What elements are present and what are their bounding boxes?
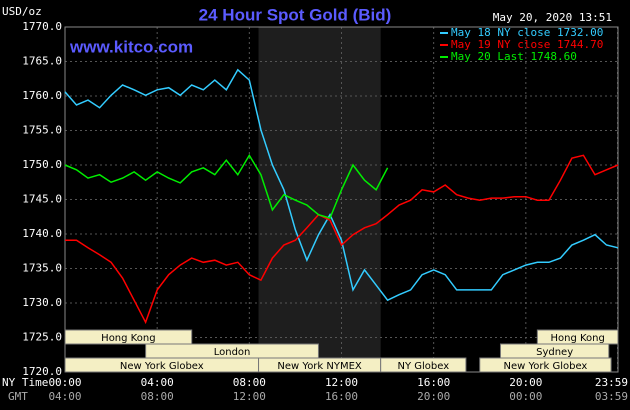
- x2-tick-label: 04:00: [48, 390, 81, 403]
- y-tick-label: 1725.0: [22, 331, 62, 344]
- x-tick-label: 23:59: [595, 376, 628, 389]
- session-box: [380, 357, 467, 373]
- x-tick-label: 20:00: [509, 376, 542, 389]
- y-axis-label: USD/oz: [2, 5, 42, 18]
- y-tick-label: 1750.0: [22, 158, 62, 171]
- session-label: London: [214, 347, 251, 358]
- legend-label: May 20 Last 1748.60: [451, 50, 577, 63]
- x-tick-label: 16:00: [417, 376, 450, 389]
- y-tick-label: 1745.0: [22, 193, 62, 206]
- x2-tick-label: 03:59: [595, 390, 628, 403]
- session-label: Hong Kong: [101, 333, 155, 344]
- x2-axis-label: GMT: [8, 390, 28, 403]
- x2-tick-label: 20:00: [417, 390, 450, 403]
- x2-tick-label: 16:00: [325, 390, 358, 403]
- x-tick-label: 04:00: [141, 376, 174, 389]
- session-label: New York Globex: [503, 361, 587, 372]
- chart-title: 24 Hour Spot Gold (Bid): [199, 5, 392, 24]
- x2-tick-label: 12:00: [233, 390, 266, 403]
- x2-tick-label: 00:00: [509, 390, 542, 403]
- series-line: [65, 154, 619, 325]
- series-line: [64, 68, 619, 302]
- timestamp: May 20, 2020 13:51: [493, 11, 612, 24]
- y-tick-label: 1730.0: [22, 296, 62, 309]
- session-label: Hong Kong: [550, 333, 604, 344]
- x-tick-label: 08:00: [233, 376, 266, 389]
- y-tick-label: 1735.0: [22, 262, 62, 275]
- y-tick-label: 1755.0: [22, 124, 62, 137]
- y-tick-label: 1740.0: [22, 227, 62, 240]
- legend-label: May 18 NY close 1732.00: [451, 26, 603, 39]
- y-tick-label: 1760.0: [22, 89, 62, 102]
- subtitle: www.kitco.com: [69, 37, 193, 56]
- x-tick-label: 12:00: [325, 376, 358, 389]
- session-box: [536, 329, 619, 345]
- y-tick-label: 1770.0: [22, 20, 62, 33]
- series-line: [64, 153, 389, 220]
- session-label: Sydney: [536, 347, 573, 358]
- x-tick-label: 00:00: [48, 376, 81, 389]
- y-tick-label: 1765.0: [22, 55, 62, 68]
- x-axis-label: NY Time: [2, 376, 48, 389]
- x2-tick-label: 08:00: [141, 390, 174, 403]
- session-label: New York Globex: [120, 361, 204, 372]
- session-label: NY Globex: [397, 361, 449, 372]
- session-label: New York NYMEX: [277, 361, 362, 372]
- legend-label: May 19 NY close 1744.70: [451, 38, 603, 51]
- session-box: [64, 329, 193, 345]
- y-tick-label: 1720.0: [22, 365, 62, 378]
